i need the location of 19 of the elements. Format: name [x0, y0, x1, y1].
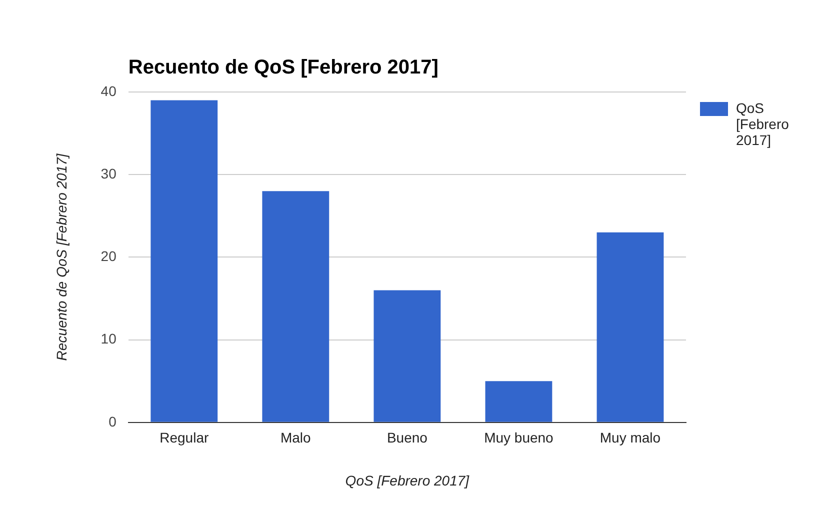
y-tick-label: 0: [108, 413, 117, 430]
x-tick-label: Muy malo: [600, 430, 661, 446]
bar: [596, 232, 664, 422]
y-tick-label: 30: [100, 165, 117, 182]
bar: [374, 290, 441, 422]
bar: [150, 100, 218, 422]
x-tick-label: Regular: [160, 430, 209, 446]
x-axis-title: QoS [Febrero 2017]: [345, 472, 470, 488]
y-tick-label: 40: [100, 82, 117, 99]
x-tick-label: Muy bueno: [484, 430, 554, 446]
legend-label: QoS [Febrero 2017]: [736, 100, 790, 148]
bar: [485, 381, 552, 422]
x-tick-label: Malo: [280, 430, 312, 446]
x-tick-label: Bueno: [386, 430, 428, 446]
bar: [262, 191, 330, 422]
y-axis-title: Recuento de QoS [Febrero 2017]: [53, 152, 70, 361]
y-tick-label: 20: [100, 248, 117, 264]
chart-title: Recuento de QoS [Febrero 2017]: [128, 56, 438, 79]
y-tick-label: 10: [100, 330, 117, 347]
